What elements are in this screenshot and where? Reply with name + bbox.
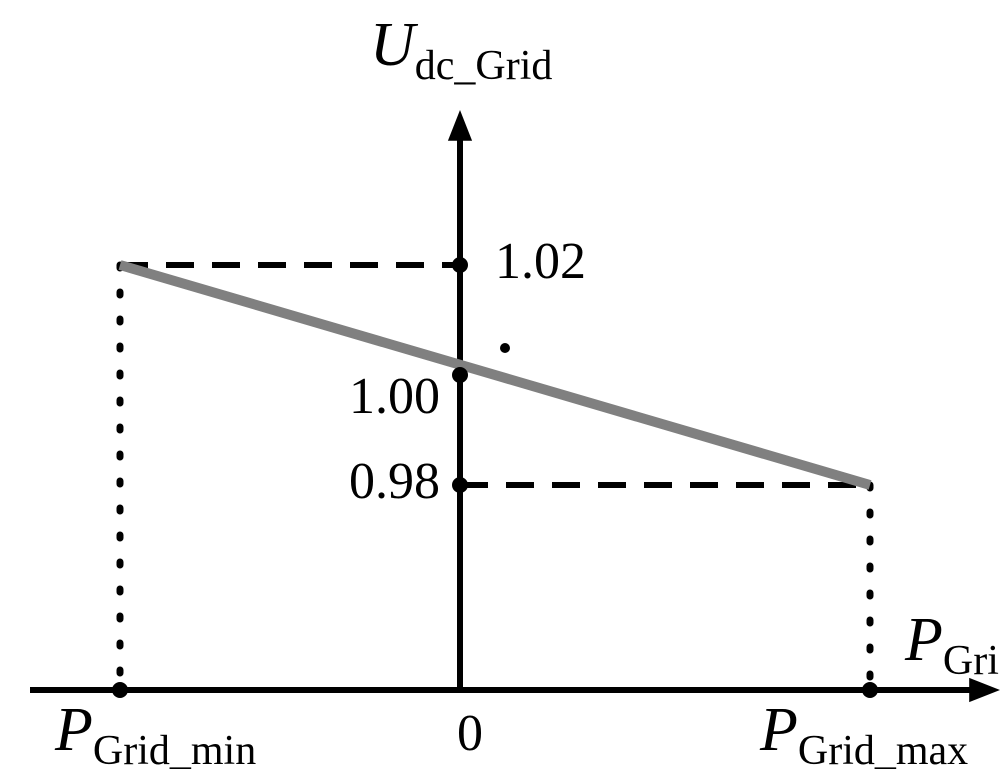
svg-text:PGrid_max: PGrid_max [759,696,968,769]
droop-line [120,265,870,485]
axes [30,110,1000,702]
svg-text:1.02: 1.02 [495,233,586,290]
droop-chart: 1.02 1.00 0.98 PGrid_min 0 PGrid_max Udc_Gri… [0,0,1000,769]
svg-text:1.00: 1.00 [349,368,440,425]
data-points [112,257,878,698]
svg-text:0: 0 [457,705,483,762]
svg-text:PGrid_min: PGrid_min [54,696,256,769]
svg-text:0.98: 0.98 [349,453,440,510]
reference-lines [120,265,870,690]
svg-text:Udc_Grid: Udc_Grid [370,11,552,89]
axis-titles: Udc_Grid PGrid [370,11,1000,684]
svg-text:PGrid: PGrid [904,606,1000,684]
x-tick-labels: PGrid_min 0 PGrid_max [54,696,968,769]
